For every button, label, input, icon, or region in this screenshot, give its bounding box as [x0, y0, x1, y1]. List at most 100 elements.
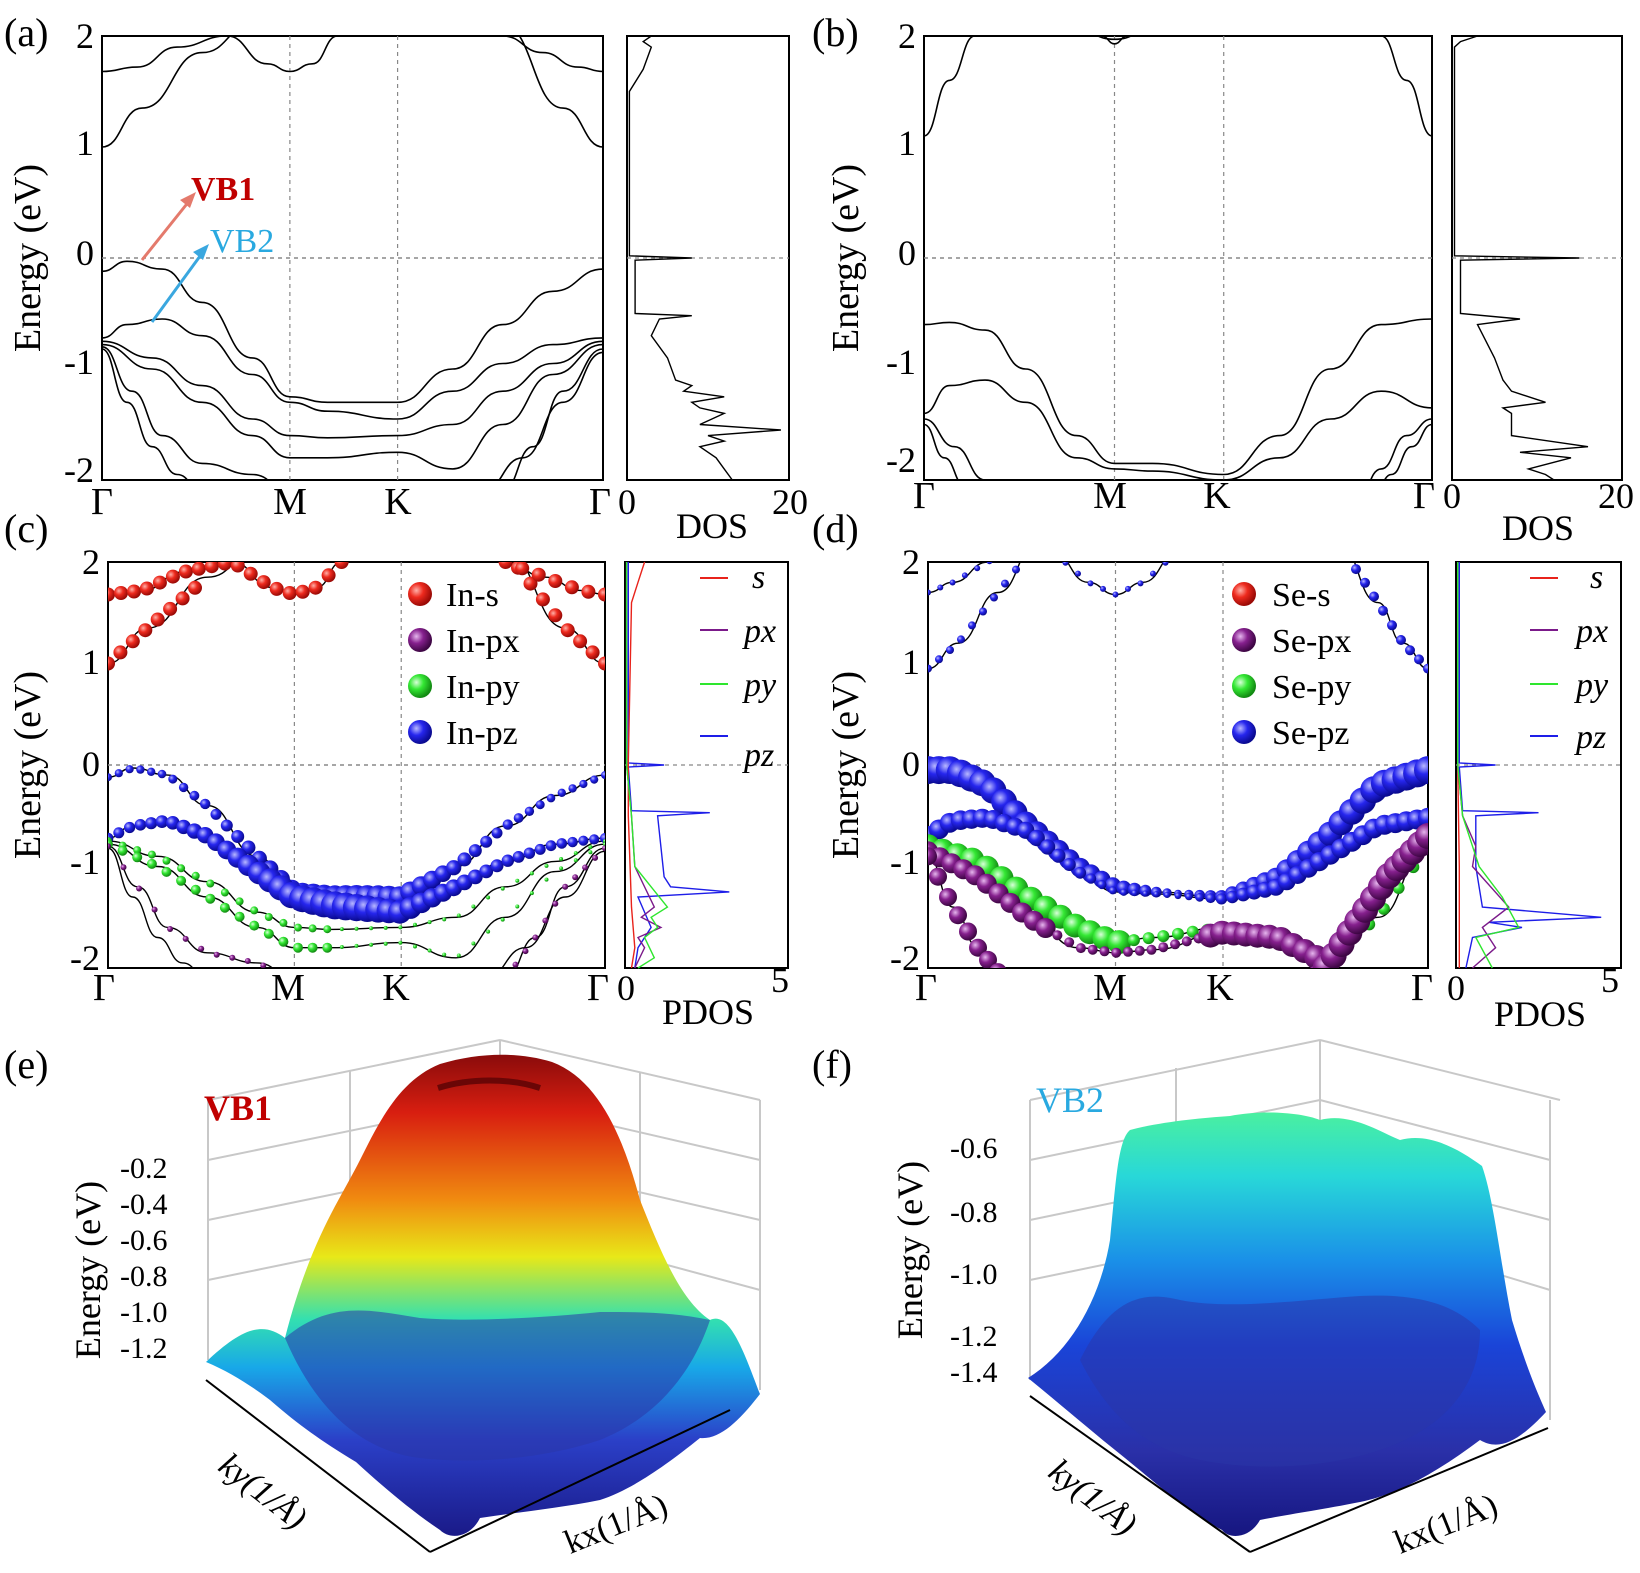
weight-marker-c-VB2-37 [501, 854, 514, 867]
k-labels-b: Γ M K Γ [913, 475, 1435, 517]
base-f-1 [1029, 1395, 1251, 1553]
weight-marker-d-VB5-3 [949, 906, 967, 925]
weight-marker-c-VB2-42 [556, 838, 568, 849]
weight-marker-c-CB3-2 [531, 567, 546, 582]
legend-c-pz-marker [408, 720, 432, 744]
weight-marker-c-VB1-7 [178, 782, 189, 793]
weight-marker-d-VB2-21 [1153, 891, 1160, 898]
surface-vb2-xlabel: kx(1/Å) [1389, 1487, 1503, 1562]
weight-marker-c-CB2-0 [108, 587, 115, 602]
weight-marker-c-CB2-5 [165, 569, 180, 584]
band-c-VB5 [108, 845, 274, 968]
weight-marker-d-VB3-15 [1142, 932, 1155, 945]
pdos-line-c-pz [627, 562, 730, 969]
legend-c-s-marker [408, 582, 432, 606]
k-label-d-gamma2: Γ [1411, 967, 1433, 1009]
weight-marker-c-VB3-16 [339, 927, 344, 932]
weight-marker-c-VB1-39 [524, 806, 535, 816]
weight-marker-c-CB1-6 [175, 591, 190, 606]
weight-marker-c-VB2-3 [134, 819, 147, 831]
weight-marker-d-VB2-15 [1085, 873, 1097, 884]
pdos-legend-d-py: py [1574, 667, 1609, 704]
weight-marker-c-VB3-31 [559, 857, 564, 861]
weight-marker-d-VB5-7 [989, 963, 1007, 968]
weight-marker-c-VB3-17 [354, 926, 359, 931]
weight-marker-c-VB3-33 [588, 845, 593, 850]
k-labels-c: Γ M K Γ [93, 967, 609, 1009]
weight-marker-d-CB3-6 [990, 593, 998, 602]
weight-marker-d-CB4-2 [1351, 564, 1361, 575]
weight-marker-c-VB7-3 [532, 934, 539, 941]
plot-frame-b [923, 35, 1433, 481]
weight-marker-c-CB2-17 [321, 568, 336, 583]
band-c-VB8 [501, 850, 605, 968]
legend-d-px: Se-px [1272, 623, 1351, 660]
ytick-c-m2: -2 [70, 938, 100, 978]
weight-marker-d-CB4-8 [1405, 645, 1415, 656]
weight-marker-c-VB3-2 [133, 846, 142, 855]
weight-marker-c-VB3-3 [147, 850, 156, 859]
weight-marker-c-VB1-44 [579, 779, 588, 789]
weight-marker-c-CB1-40 [598, 656, 605, 671]
pdos-line-d-pz [1458, 562, 1602, 969]
panel-label-b: (b) [812, 10, 859, 55]
weight-marker-d-CB1-16 [1122, 539, 1128, 545]
weight-marker-c-VB7-10 [602, 845, 605, 852]
weight-marker-c-VB3-30 [544, 863, 549, 868]
weight-marker-c-VB4-34 [603, 842, 605, 847]
weight-marker-c-VB3-13 [294, 923, 302, 932]
weight-marker-c-CB2-15 [295, 584, 310, 599]
arrow-vb1 [140, 199, 192, 261]
weight-marker-c-VB3-32 [573, 851, 578, 856]
legend-d: Se-s Se-px Se-py Se-pz [1232, 577, 1351, 752]
ytick-c-0: 0 [82, 744, 100, 784]
weight-marker-d-VB4-13 [1075, 943, 1086, 954]
pdos-legend-d-px: px [1574, 613, 1608, 650]
k-label-a-gamma1: Γ [91, 481, 113, 523]
weight-marker-d-CB1-12 [1073, 539, 1079, 545]
ytick-a-2: 2 [76, 16, 94, 56]
weight-marker-c-VB1-43 [568, 784, 577, 793]
weight-marker-d-VB5-5 [969, 938, 987, 957]
weight-marker-d-CB1-20 [1171, 539, 1177, 545]
weight-marker-d-CB1-24 [1220, 539, 1226, 545]
ztick-e-2: -0.4 [120, 1188, 168, 1221]
weight-marker-c-VB1-38 [513, 813, 524, 823]
ytick-d-0: 0 [902, 744, 920, 784]
box-f-edge-2 [1319, 1039, 1561, 1101]
weight-marker-c-CB2-13 [269, 581, 284, 596]
weight-marker-d-CB3-9 [1023, 552, 1031, 560]
pdos-curves-d [1456, 562, 1621, 969]
weight-marker-d-VB4-22 [1181, 936, 1192, 947]
weight-marker-d-CB3-10 [1034, 538, 1042, 546]
band-a-VB8 [498, 351, 603, 480]
k-label-d-K: K [1206, 967, 1234, 1009]
weight-marker-c-VB1-36 [491, 827, 503, 839]
dos-curve-b [1452, 35, 1622, 481]
y-axis-label-c: Energy (eV) [7, 671, 49, 859]
weight-marker-d-VB5-4 [959, 922, 977, 941]
legend-d-pz: Se-pz [1272, 715, 1349, 752]
surface-vb2-title: VB2 [1036, 1080, 1104, 1120]
band-c-VB3 [108, 840, 605, 931]
weight-marker-c-VB4-11 [263, 928, 274, 939]
weight-marker-c-VB4-13 [293, 942, 303, 953]
weight-marker-c-VB4-1 [117, 845, 128, 856]
projected-bands-d: Energy (eV) 2 1 0 -1 -2 Γ M K Γ Se-s Se-… [825, 538, 1433, 1009]
k-label-b-gamma2: Γ [1413, 475, 1435, 517]
weight-marker-c-VB4-19 [383, 941, 388, 946]
weight-marker-d-CB1-21 [1183, 539, 1189, 545]
surface-vb2-zticks: -0.6 -0.8 -1.0 -1.2 -1.4 [950, 1132, 998, 1389]
weight-marker-c-VB4-22 [427, 948, 432, 953]
ytick-c-m1: -1 [70, 842, 100, 882]
annotation-vb2: VB2 [210, 223, 274, 260]
weight-marker-d-VB4-14 [1087, 944, 1098, 955]
band-b-VB3 [924, 418, 990, 480]
weight-marker-d-CB3-2 [946, 646, 954, 654]
weight-marker-c-CB2-3 [139, 581, 154, 596]
weight-marker-c-VB2-36 [490, 859, 504, 873]
band-structure-a: Energy (eV) 2 1 0 -1 -2 Γ M K Γ VB1 VB2 [7, 16, 611, 523]
weight-marker-c-VB3-11 [264, 913, 273, 921]
weight-marker-c-VB3-20 [398, 925, 403, 930]
weight-marker-d-VB2-24 [1185, 892, 1193, 901]
